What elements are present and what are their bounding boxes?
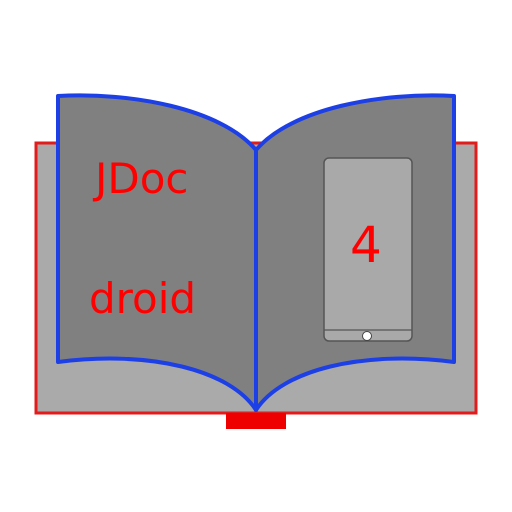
bookmark-ribbon (226, 413, 286, 429)
phone-graphic (323, 157, 413, 342)
app-title-line-2: droid (89, 274, 197, 323)
phone-body (323, 157, 413, 342)
version-number: 4 (350, 216, 382, 274)
app-title-line-1: JDoc (95, 154, 189, 203)
phone-home-button (362, 331, 372, 341)
